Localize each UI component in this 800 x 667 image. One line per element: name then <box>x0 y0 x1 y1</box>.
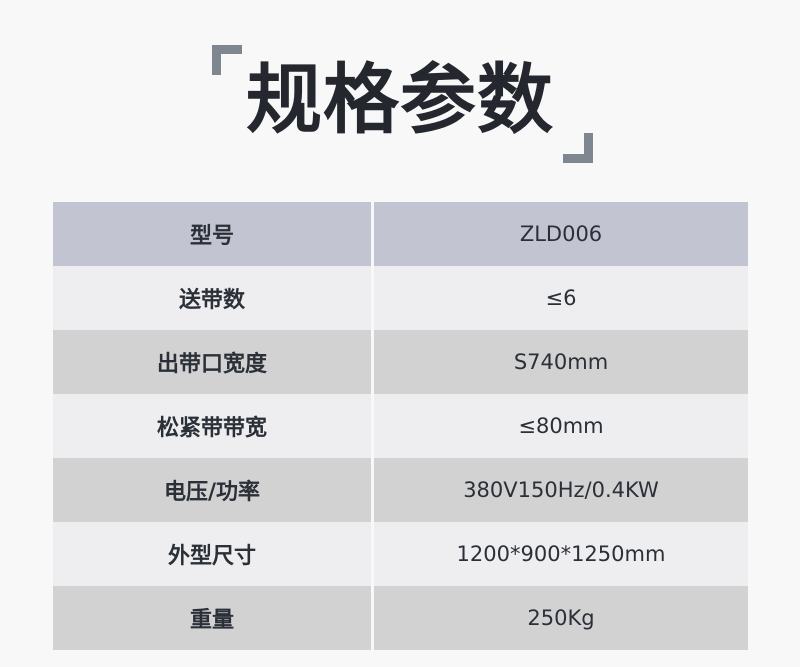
spec-table: 型号 ZLD006 送带数 ≤6 出带口宽度 S740mm 松紧带带宽 ≤80m… <box>53 202 748 650</box>
spec-value: ≤6 <box>374 266 748 330</box>
corner-bracket-bottom-right-icon <box>563 133 593 163</box>
table-row-model: 型号 ZLD006 <box>53 202 748 266</box>
spec-label: 出带口宽度 <box>53 330 371 394</box>
spec-label: 电压/功率 <box>53 458 371 522</box>
table-row-weight: 重量 250Kg <box>53 586 748 650</box>
spec-value: 1200*900*1250mm <box>374 522 748 586</box>
spec-value: ZLD006 <box>374 202 748 266</box>
spec-value: 250Kg <box>374 586 748 650</box>
table-row-outlet-width: 出带口宽度 S740mm <box>53 330 748 394</box>
spec-label: 送带数 <box>53 266 371 330</box>
spec-label: 外型尺寸 <box>53 522 371 586</box>
page-title: 规格参数 <box>246 55 554 144</box>
spec-value: 380V150Hz/0.4KW <box>374 458 748 522</box>
table-row-dimensions: 外型尺寸 1200*900*1250mm <box>53 522 748 586</box>
spec-label: 重量 <box>53 586 371 650</box>
spec-value: ≤80mm <box>374 394 748 458</box>
spec-value: S740mm <box>374 330 748 394</box>
spec-label: 型号 <box>53 202 371 266</box>
table-row-belt-feed-count: 送带数 ≤6 <box>53 266 748 330</box>
table-row-voltage-power: 电压/功率 380V150Hz/0.4KW <box>53 458 748 522</box>
corner-bracket-top-left-icon <box>212 45 242 75</box>
spec-label: 松紧带带宽 <box>53 394 371 458</box>
table-row-elastic-band-width: 松紧带带宽 ≤80mm <box>53 394 748 458</box>
